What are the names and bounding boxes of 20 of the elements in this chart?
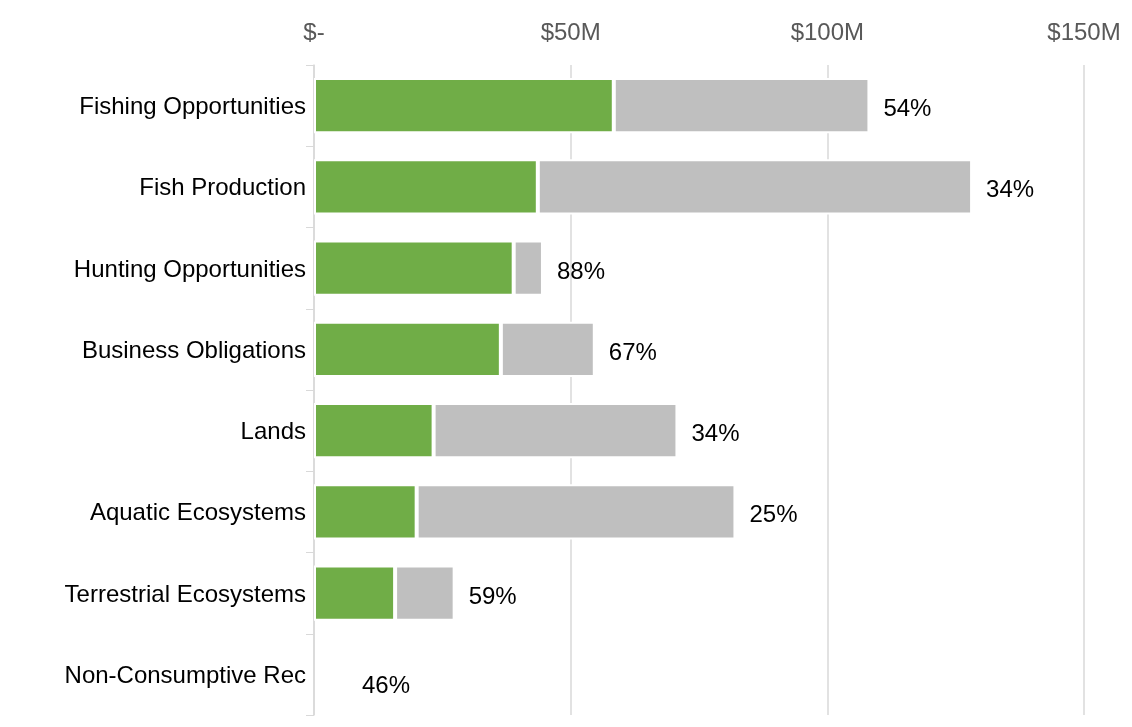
y-tick-label: Fishing Opportunities (79, 92, 306, 120)
annotation: 34% (691, 419, 740, 447)
annotation: 25% (749, 500, 798, 528)
annotation: 67% (608, 337, 657, 365)
y-tick-label: Hunting Opportunities (73, 254, 306, 282)
annotation: 54% (883, 94, 932, 122)
x-tick-label: $100M (790, 17, 865, 45)
y-tick-label: Fish Production (139, 173, 306, 201)
y-tick-label: Terrestrial Ecosystems (64, 579, 306, 607)
y-tick-label: Lands (240, 417, 306, 445)
y-tick-label: Aquatic Ecosystems (89, 498, 306, 526)
y-tick-label: Business Obligations (81, 335, 306, 363)
x-tick-label: $150M (1047, 17, 1121, 45)
annotation: 34% (986, 175, 1035, 203)
y-tick-label: Non-Consumptive Rec (64, 660, 306, 688)
annotation: 59% (468, 581, 517, 609)
annotation: 46% (362, 670, 411, 698)
x-tick-label: $50M (540, 17, 601, 45)
x-tick-label: $- (303, 17, 325, 45)
annotation: 88% (556, 256, 605, 284)
